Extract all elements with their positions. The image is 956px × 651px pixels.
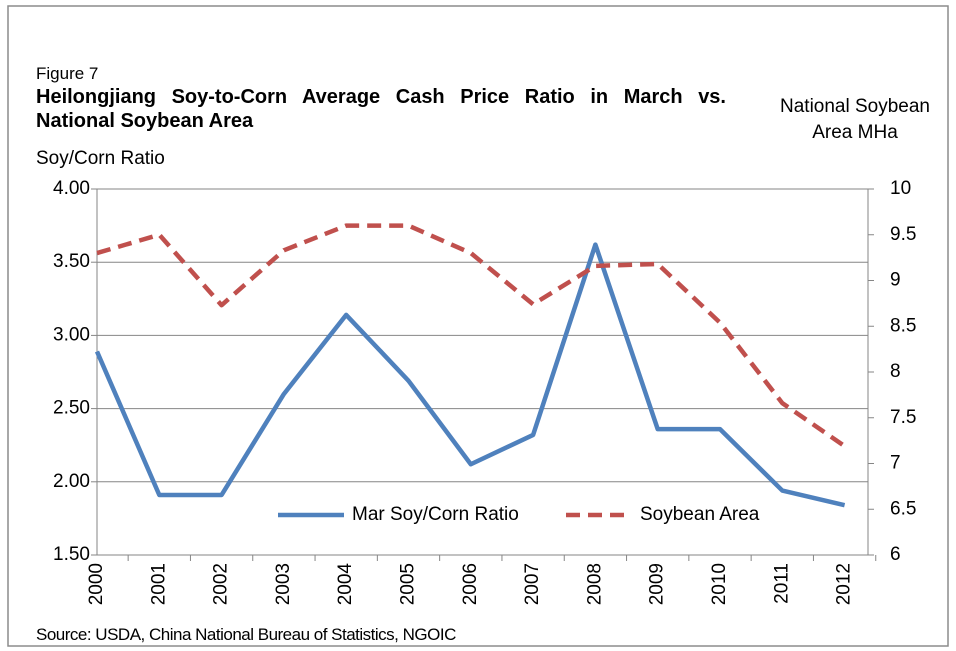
y-tick-label: 2.00 bbox=[53, 471, 90, 492]
y2-tick-label: 6.5 bbox=[890, 498, 916, 519]
legend-label: Mar Soy/Corn Ratio bbox=[352, 504, 519, 525]
x-tick-label: 2012 bbox=[834, 563, 855, 605]
y2-tick-label: 7 bbox=[890, 453, 901, 474]
x-tick-label: 2001 bbox=[148, 563, 169, 605]
y2-tick-label: 8.5 bbox=[890, 315, 916, 336]
chart-title: Heilongjiang Soy-to-Corn Average Cash Pr… bbox=[36, 86, 726, 132]
x-tick-label: 2008 bbox=[584, 563, 605, 605]
y-axis-label: Soy/Corn Ratio bbox=[36, 148, 165, 169]
series-line bbox=[96, 223, 846, 448]
y-tick-label: 3.50 bbox=[53, 251, 90, 272]
x-tick-label: 2003 bbox=[273, 563, 294, 605]
x-tick-label: 2011 bbox=[771, 563, 792, 604]
x-tick-label: 2009 bbox=[647, 563, 668, 605]
y-tick-label: 2.50 bbox=[53, 398, 90, 419]
y2-tick-label: 8 bbox=[890, 361, 901, 382]
y-tick-label: 1.50 bbox=[53, 544, 90, 565]
source-note: Source: USDA, China National Bureau of S… bbox=[36, 625, 456, 644]
x-tick-label: 2007 bbox=[522, 563, 543, 605]
chart-border bbox=[7, 5, 949, 647]
y2-tick-label: 7.5 bbox=[890, 407, 916, 428]
y-tick-label: 3.00 bbox=[53, 324, 90, 345]
y2-tick-label: 9.5 bbox=[890, 224, 916, 245]
x-tick-label: 2002 bbox=[211, 563, 232, 605]
x-tick-label: 2000 bbox=[86, 563, 107, 605]
x-tick-label: 2006 bbox=[460, 563, 481, 605]
x-tick-label: 2005 bbox=[398, 563, 419, 605]
legend-label: Soybean Area bbox=[640, 504, 760, 525]
figure-label: Figure 7 bbox=[36, 64, 99, 83]
y2-axis-label: National Soybean Area MHa bbox=[780, 96, 930, 143]
y2-tick-label: 9 bbox=[890, 270, 901, 291]
series-line bbox=[94, 242, 846, 508]
y-tick-label: 4.00 bbox=[53, 178, 90, 199]
x-tick-label: 2004 bbox=[335, 563, 356, 606]
y2-tick-label: 6 bbox=[890, 544, 901, 565]
x-tick-label: 2010 bbox=[709, 563, 730, 605]
y2-tick-label: 10 bbox=[890, 178, 911, 199]
